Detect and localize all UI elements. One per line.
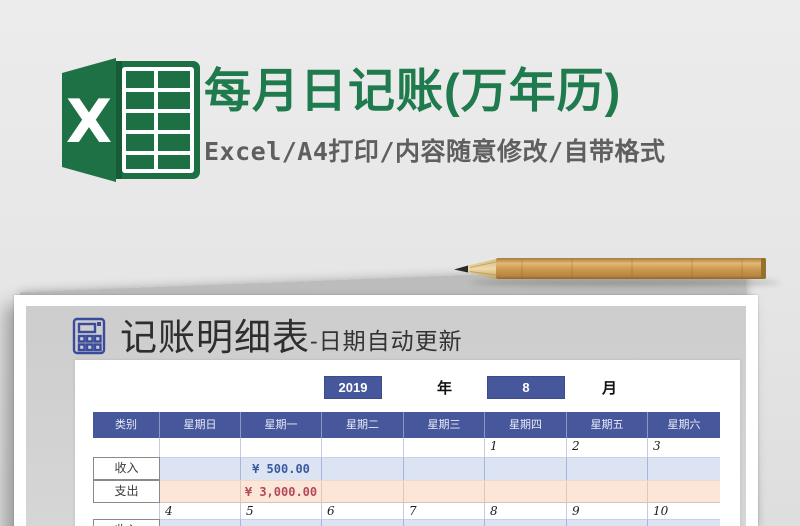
calculator-icon: [72, 317, 106, 355]
date-cell: 10: [653, 504, 669, 518]
amount-cell: [160, 457, 241, 480]
income-row-partial: 收入 ¥ 4,000.00: [93, 519, 720, 526]
amount-cell: [404, 480, 485, 503]
category-cell: 支出: [93, 480, 160, 503]
category-spacer: [93, 503, 160, 519]
excel-logo-icon: X: [62, 58, 200, 182]
year-label: 年: [437, 380, 453, 397]
month-cell: 8: [487, 376, 565, 399]
pencil-shadow: [470, 279, 780, 286]
date-cell: 1: [485, 438, 567, 457]
amount-cell: [160, 480, 241, 503]
amount-cell: [160, 519, 241, 526]
income-row: 收入 ¥ 500.00: [93, 457, 720, 480]
amount-cell: [322, 457, 404, 480]
amount-cell: ¥ 500.00: [241, 457, 322, 480]
date-cell: 8: [485, 503, 567, 519]
year-cell: 2019: [324, 376, 382, 399]
amount-cell: [241, 519, 322, 526]
column-header: 星期二: [322, 412, 404, 438]
amount-cell: [322, 480, 404, 503]
logo-letter: X: [66, 87, 112, 157]
month-label: 月: [602, 380, 618, 397]
category-cell: 收入: [93, 457, 160, 480]
table-header-row: 类别 星期日 星期一 星期二 星期三 星期四 星期五 星期六: [93, 412, 720, 438]
expense-row: 支出 ¥ 3,000.00: [93, 480, 720, 503]
hero-subtitle: Excel/A4打印/内容随意修改/自带格式: [204, 137, 666, 166]
column-header: 星期一: [241, 412, 322, 438]
date-cell: 9: [567, 503, 648, 519]
amount-cell: [648, 519, 720, 526]
date-row: 1 2 3: [93, 438, 720, 457]
doc-subtitle: -日期自动更新: [310, 328, 463, 354]
period-row: 2019 年 8 月: [75, 360, 740, 412]
calendar-table: 类别 星期日 星期一 星期二 星期三 星期四 星期五 星期六: [93, 412, 720, 526]
column-header: 星期日: [160, 412, 241, 438]
column-header: 星期三: [404, 412, 485, 438]
pencil-image: [454, 258, 766, 279]
amount-cell: ¥ 4,000.00: [404, 519, 485, 526]
amount-cell: [404, 457, 485, 480]
date-cell: 4: [160, 503, 241, 519]
column-header: 类别: [93, 412, 160, 438]
amount-cell: [567, 519, 648, 526]
amount-cell: [567, 480, 648, 503]
date-cell: 3: [653, 439, 661, 453]
hero-text: 每月日记账(万年历) Excel/A4打印/内容随意修改/自带格式: [204, 62, 764, 168]
category-spacer: [93, 438, 160, 457]
date-cell: [160, 438, 241, 457]
date-cell: 2: [567, 438, 648, 457]
date-cell: [322, 438, 404, 457]
document-sheet: 记账明细表 -日期自动更新 2019 年 8 月 类别 星期日 星期一 星期二: [14, 295, 758, 526]
amount-cell: [567, 457, 648, 480]
date-row: 4 5 6 7 8 9 10: [93, 503, 720, 519]
date-cell: [404, 438, 485, 457]
document-canvas: 记账明细表 -日期自动更新 2019 年 8 月 类别 星期日 星期一 星期二: [26, 306, 746, 526]
date-cell: 5: [241, 503, 322, 519]
column-header: 星期五: [567, 412, 648, 438]
amount-cell: [322, 519, 404, 526]
hero-banner: X 每月日记账(万年历) Excel/A4打印/内容随意修改/自带格式: [0, 0, 800, 240]
spreadsheet-panel: 2019 年 8 月 类别 星期日 星期一 星期二 星期三 星期四 星期五 星期…: [75, 360, 740, 526]
category-cell: 收入: [93, 519, 160, 526]
column-header: 星期六: [667, 419, 701, 431]
amount-cell: [485, 519, 567, 526]
column-header: 星期四: [485, 412, 567, 438]
amount-cell: [485, 457, 567, 480]
date-cell: 7: [404, 503, 485, 519]
amount-cell: [648, 480, 720, 503]
date-cell: 6: [322, 503, 404, 519]
amount-cell: [485, 480, 567, 503]
doc-title: 记账明细表: [120, 317, 310, 358]
amount-cell: [648, 457, 720, 480]
date-cell: [241, 438, 322, 457]
document-header: 记账明细表 -日期自动更新: [72, 316, 463, 358]
hero-title: 每月日记账(万年历): [204, 64, 622, 117]
amount-cell: ¥ 3,000.00: [241, 480, 322, 503]
